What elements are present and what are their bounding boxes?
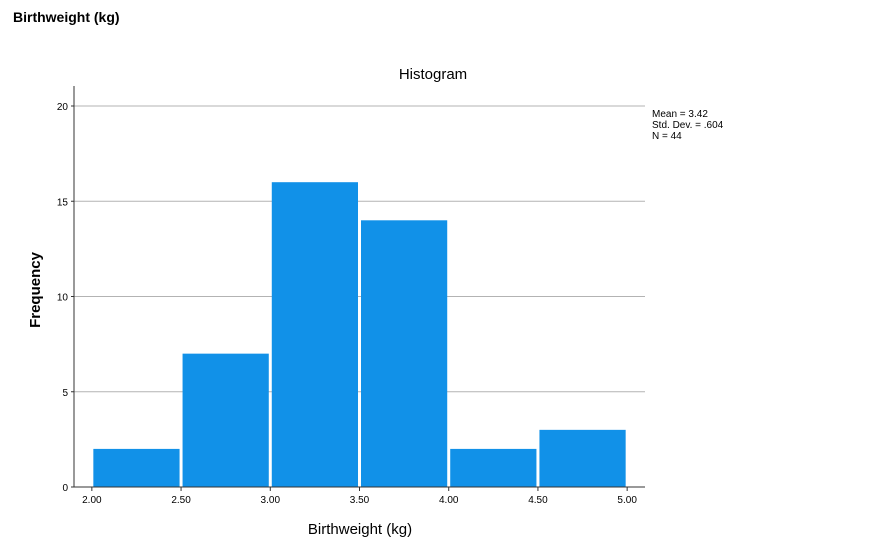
- histogram-bar: [271, 182, 358, 487]
- x-tick-labels: 2.00 2.50 3.00 3.50 4.00 4.50 5.00: [82, 495, 637, 506]
- axes: [71, 86, 645, 491]
- bars: [93, 182, 626, 488]
- x-axis-label: Birthweight (kg): [308, 521, 412, 538]
- x-tick-label: 3.50: [350, 495, 370, 506]
- y-tick-label: 5: [62, 388, 68, 399]
- x-tick-label: 2.00: [82, 495, 102, 506]
- histogram-bar: [182, 353, 269, 487]
- y-axis-label: Frequency: [27, 251, 44, 328]
- page-heading: Birthweight (kg): [13, 9, 120, 25]
- y-tick-labels: 0 5 10 15 20: [57, 102, 69, 494]
- histogram-bar: [361, 220, 448, 488]
- x-tick-label: 4.50: [528, 495, 548, 506]
- histogram-bar: [539, 429, 626, 487]
- y-tick-label: 15: [57, 197, 69, 208]
- stat-n: N = 44: [652, 131, 682, 142]
- x-tick-label: 5.00: [617, 495, 637, 506]
- x-tick-label: 3.00: [261, 495, 281, 506]
- y-tick-label: 20: [57, 102, 69, 113]
- chart-title: Histogram: [399, 66, 467, 83]
- stat-mean: Mean = 3.42: [652, 109, 708, 120]
- y-tick-label: 10: [57, 293, 69, 304]
- stat-std-dev: Std. Dev. = .604: [652, 120, 724, 131]
- stats-box: Mean = 3.42 Std. Dev. = .604 N = 44: [652, 109, 723, 142]
- x-tick-label: 2.50: [171, 495, 191, 506]
- histogram-bar: [450, 448, 537, 487]
- gridlines: [74, 105, 645, 393]
- y-tick-label: 0: [62, 483, 68, 494]
- x-tick-label: 4.00: [439, 495, 459, 506]
- histogram-bar: [93, 448, 180, 487]
